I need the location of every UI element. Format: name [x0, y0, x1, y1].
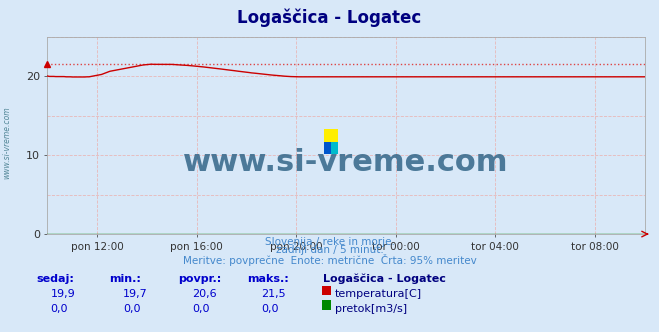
Text: www.si-vreme.com: www.si-vreme.com: [2, 107, 11, 179]
Text: temperatura[C]: temperatura[C]: [335, 289, 422, 299]
Text: Slovenija / reke in morje.: Slovenija / reke in morje.: [264, 237, 395, 247]
Text: Meritve: povprečne  Enote: metrične  Črta: 95% meritev: Meritve: povprečne Enote: metrične Črta:…: [183, 254, 476, 266]
Text: zadnji dan / 5 minut.: zadnji dan / 5 minut.: [275, 245, 384, 255]
Text: pretok[m3/s]: pretok[m3/s]: [335, 304, 407, 314]
Text: 0,0: 0,0: [192, 304, 210, 314]
Polygon shape: [324, 142, 331, 154]
Text: 0,0: 0,0: [123, 304, 141, 314]
Text: 19,9: 19,9: [51, 289, 76, 299]
Text: povpr.:: povpr.:: [178, 274, 221, 284]
Polygon shape: [331, 142, 338, 154]
Text: 21,5: 21,5: [262, 289, 286, 299]
Polygon shape: [324, 129, 338, 142]
Text: 19,7: 19,7: [123, 289, 148, 299]
Text: 0,0: 0,0: [51, 304, 69, 314]
Text: min.:: min.:: [109, 274, 140, 284]
Text: sedaj:: sedaj:: [36, 274, 74, 284]
Text: 20,6: 20,6: [192, 289, 217, 299]
Text: www.si-vreme.com: www.si-vreme.com: [183, 148, 509, 177]
Text: Logaščica - Logatec: Logaščica - Logatec: [237, 8, 422, 27]
Text: maks.:: maks.:: [247, 274, 289, 284]
Text: Logaščica - Logatec: Logaščica - Logatec: [323, 274, 445, 285]
Text: 0,0: 0,0: [262, 304, 279, 314]
